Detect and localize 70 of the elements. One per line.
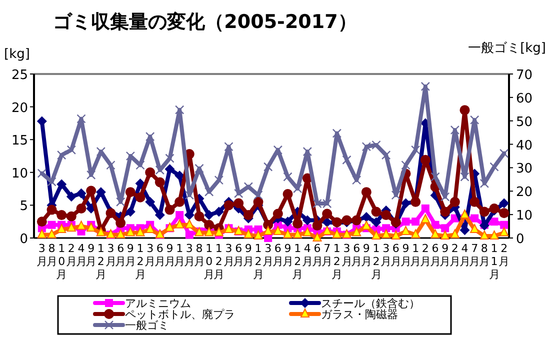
x-tick-label: 3月 — [223, 242, 234, 268]
y-tick-label: 20 — [11, 100, 28, 116]
x-tick-label: 9月 — [400, 242, 412, 268]
x-tick-label: 6月 — [154, 242, 166, 268]
x-tick-label: 10月 — [56, 242, 68, 281]
x-tick-label: 6月 — [115, 242, 126, 268]
x-tick-label: 4月 — [459, 242, 470, 268]
y2-tick-label: 10 — [516, 208, 533, 224]
y2-tick-label: 20 — [516, 185, 533, 200]
x-tick-label: 12月 — [213, 242, 224, 281]
y2-tick-label: 60 — [516, 91, 533, 106]
x-tick-label: 3月 — [144, 242, 156, 268]
x-tick-label: 2月 — [498, 242, 510, 268]
x-tick-label: 7月 — [322, 242, 333, 268]
y-tick-label: 0 — [20, 232, 28, 247]
y-tick-label: 5 — [20, 199, 28, 214]
y-tick-label: 10 — [11, 166, 28, 182]
x-tick-label: 4月 — [76, 242, 87, 268]
legend-label: スチール（鉄含む） — [321, 297, 420, 310]
x-tick-label: 9月 — [242, 242, 254, 268]
y2-axis-title: 一般ゴミ[kg] — [468, 41, 546, 56]
x-tick-label: 6月 — [312, 242, 323, 268]
legend-label: 一般ゴミ — [125, 319, 169, 332]
y2-tick-label: 50 — [516, 114, 533, 130]
x-tick-label: 9月 — [86, 242, 97, 268]
x-tick-label: 9月 — [360, 242, 372, 268]
x-tick-label: 6月 — [351, 242, 362, 268]
x-tick-label: 9月 — [124, 242, 136, 268]
x-tick-label: 9月 — [440, 242, 451, 268]
x-tick-label: 3月 — [184, 242, 195, 268]
x-tick-label: 3月 — [380, 242, 392, 268]
x-tick-label: 9月 — [282, 242, 294, 268]
x-tick-label: 6月 — [233, 242, 244, 268]
y2-tick-label: 30 — [516, 162, 533, 177]
y2-tick-label: 0 — [516, 232, 524, 247]
x-tick-label: 1月 — [410, 242, 422, 268]
x-tick-label: 3月 — [341, 242, 352, 268]
x-tick-label: 6月 — [272, 242, 284, 268]
x-tick-label: 12月 — [95, 242, 106, 281]
x-tick-label: 1月 — [174, 242, 186, 268]
x-tick-label: 12月 — [331, 242, 342, 281]
x-tick-label: 6月 — [390, 242, 402, 268]
x-tick-label: 3月 — [105, 242, 116, 268]
x-tick-label: 2月 — [420, 242, 431, 268]
y2-tick-label: 70 — [516, 68, 533, 83]
x-tick-label: 6月 — [430, 242, 441, 268]
x-tick-label: 9月 — [164, 242, 176, 268]
chart-title: ゴミ収集量の変化（2005-2017） — [53, 11, 357, 33]
legend-label: ペットボトル、廃プラ — [125, 308, 235, 321]
x-tick-label: 11月 — [488, 242, 500, 281]
x-tick-label: 12月 — [252, 242, 264, 281]
x-tick-label: 3月 — [262, 242, 274, 268]
x-tick-label: 2月 — [66, 242, 77, 268]
x-tick-label: 10月 — [204, 242, 215, 281]
x-tick-label: 8月 — [478, 242, 490, 268]
x-tick-label: 3月 — [36, 242, 48, 268]
x-tick-label: 12月 — [134, 242, 146, 281]
x-tick-label: 8月 — [46, 242, 58, 268]
legend-label: アルミニウム — [125, 297, 191, 310]
x-tick-label: 12月 — [292, 242, 304, 281]
x-tick-label: 4月 — [302, 242, 313, 268]
y2-tick-label: 40 — [516, 138, 533, 154]
x-tick-label: 2月 — [449, 242, 460, 268]
y-axis-title: [kg] — [4, 47, 30, 62]
y-tick-label: 15 — [11, 134, 28, 149]
legend-label: ガラス・陶磁器 — [321, 308, 398, 321]
y-tick-label: 25 — [11, 68, 28, 83]
x-tick-label: 7月 — [469, 242, 480, 268]
x-tick-label: 12月 — [370, 242, 382, 281]
x-tick-label: 8月 — [194, 242, 205, 268]
